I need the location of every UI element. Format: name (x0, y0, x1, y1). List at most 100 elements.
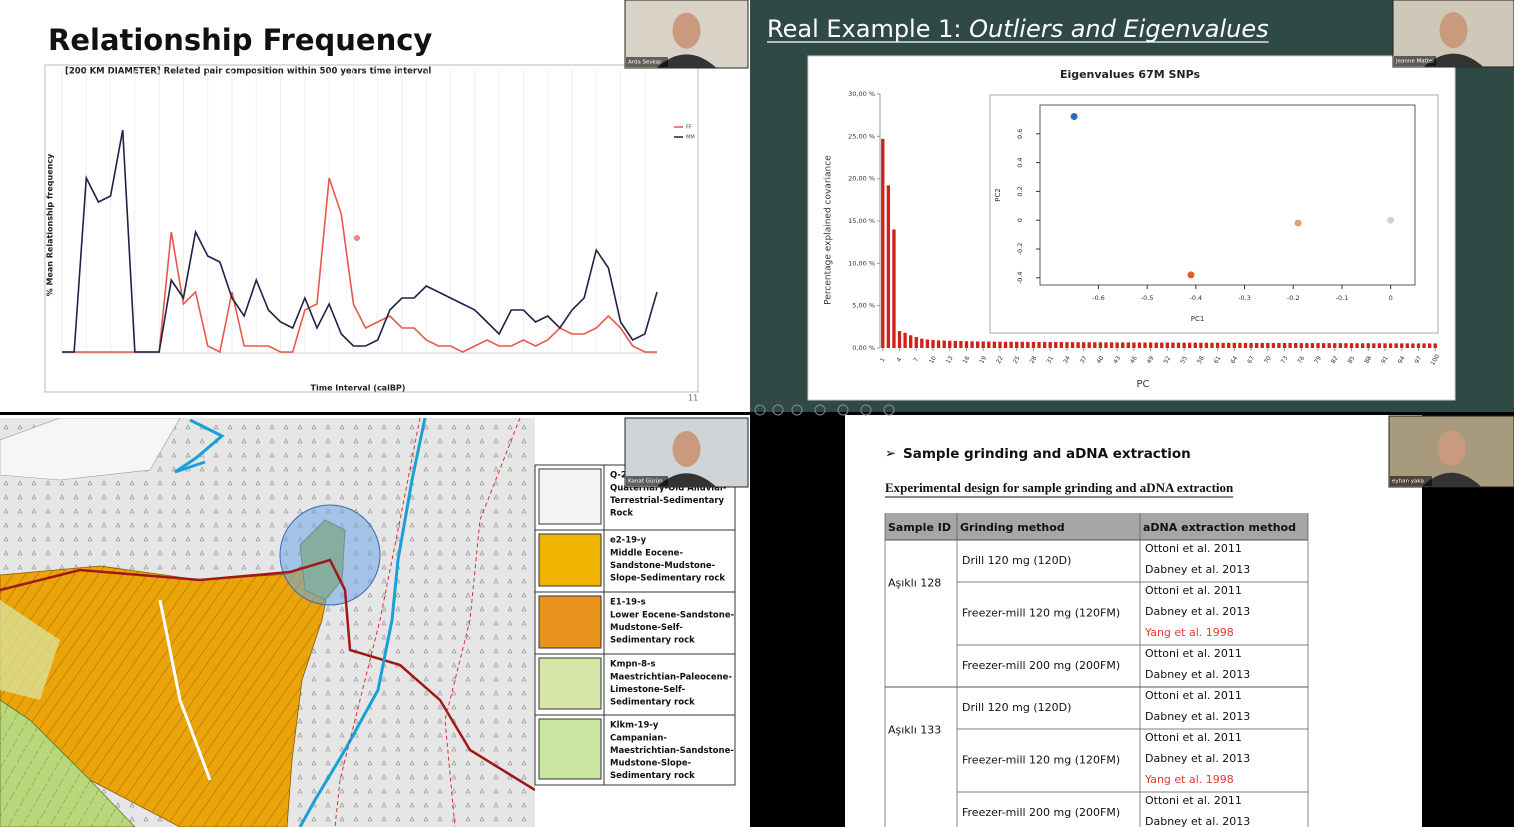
legend-code: Q-2 (610, 471, 627, 481)
extraction-method: Dabney et al. 2013 (1145, 563, 1250, 576)
document-slide (845, 415, 1422, 827)
legend-text: Sedimentary rock (610, 771, 695, 781)
y-tick-label: 30,00 % (848, 90, 875, 98)
name-bg (626, 57, 668, 67)
bar (942, 340, 946, 348)
participant-body (1423, 53, 1484, 67)
bar (1316, 343, 1320, 348)
bar (964, 341, 969, 348)
x-tick-label: 52 (1162, 355, 1172, 365)
x-tick-label: 46 (1129, 355, 1139, 365)
bar (1238, 342, 1242, 348)
geologic-map (0, 418, 535, 827)
participant-name: Arda Sevkar (628, 60, 662, 66)
participant-face (1439, 12, 1468, 49)
x-tick-label: 88 (1363, 355, 1373, 365)
bar (1372, 343, 1376, 348)
x-tick-label: 25 (1012, 355, 1022, 365)
bar (909, 335, 913, 348)
bar (1054, 342, 1058, 348)
bar (1026, 341, 1030, 348)
bar (1260, 342, 1264, 348)
bar (1366, 343, 1370, 348)
y-tick-label: 5,00 % (852, 302, 875, 310)
x-tick-label: 79 (1313, 355, 1323, 365)
x-axis-label: Time Interval (calBP) (311, 384, 406, 393)
participant-face (672, 12, 701, 49)
legend-text: Sedimentary rock (610, 636, 695, 646)
extraction-method: Ottoni et al. 2011 (1145, 794, 1242, 807)
bar (931, 339, 935, 348)
bar (1422, 343, 1426, 348)
x-tick-label: -0.6 (1092, 294, 1105, 302)
bar (1360, 343, 1365, 348)
bar (1271, 343, 1276, 348)
x-tick-label: 67 (1246, 355, 1256, 365)
bar (1115, 342, 1119, 348)
extraction-method: Yang et al. 1998 (1144, 626, 1234, 639)
page-number: 11 (688, 394, 698, 403)
bar (1383, 343, 1387, 348)
bar (1015, 341, 1019, 348)
scatter-point (1070, 113, 1078, 121)
legend-text: Quaternary-Old Alluvial- (610, 484, 727, 494)
legend-text: Sandstone-Mudstone- (610, 561, 716, 571)
sample-id: Aşıklı 128 (888, 577, 941, 590)
extraction-method: Dabney et al. 2013 (1145, 605, 1250, 618)
participant-name: Kanat Gürün (628, 479, 663, 485)
x-tick-label: 82 (1330, 355, 1340, 365)
y-axis-label: Percentage explained covariance (824, 155, 834, 305)
y-axis-label: % Mean Relationship frequency (46, 153, 55, 296)
legend-code: Klkm-19-y (610, 721, 659, 731)
bar (1160, 342, 1164, 348)
table-header: Grinding method (960, 521, 1065, 534)
line-series (62, 177, 657, 354)
participant-face (1437, 429, 1466, 466)
scatter-point (1387, 216, 1395, 224)
x-tick-label: 100 (1429, 353, 1441, 367)
bar (1176, 342, 1181, 348)
extraction-method: Dabney et al. 2013 (1145, 710, 1250, 723)
slide-toolbar[interactable] (754, 404, 895, 416)
participant-name: Jeanne Mattei (1395, 59, 1434, 65)
x-tick-label: 28 (1029, 355, 1039, 365)
slide-title: Relationship Frequency (48, 23, 432, 57)
sample-id: Aşıklı 133 (888, 724, 941, 737)
doc-heading: Sample grinding and aDNA extraction (903, 446, 1191, 462)
extraction-method: Yang et al. 1998 (1144, 773, 1234, 786)
bar (1126, 342, 1130, 348)
x-tick-label: 40 (1095, 355, 1105, 365)
legend-text: Mudstone-Self- (610, 623, 683, 633)
legend-code: e2-19-y (610, 536, 647, 546)
legend-swatch (538, 595, 602, 649)
bar (987, 341, 991, 348)
bar (914, 336, 918, 348)
extraction-method: Ottoni et al. 2011 (1145, 647, 1242, 660)
bar (970, 341, 974, 348)
bar (1411, 343, 1415, 348)
bar (1221, 342, 1225, 348)
extraction-method: Ottoni et al. 2011 (1145, 584, 1242, 597)
bar (1048, 342, 1052, 348)
x-tick-label: 61 (1213, 355, 1223, 365)
table-header-bg (885, 513, 1308, 540)
plot-box (1039, 104, 1416, 286)
extraction-method: Dabney et al. 2013 (1145, 815, 1250, 827)
x-tick-label: 94 (1397, 355, 1407, 365)
bar (1333, 343, 1337, 348)
x-tick-label: 97 (1414, 355, 1424, 365)
extraction-method: Dabney et al. 2013 (1145, 668, 1250, 681)
y-tick-label: 25,00 % (848, 132, 875, 140)
bar (1427, 343, 1432, 348)
x-tick-label: -0.3 (1238, 294, 1251, 302)
grinding-method: Freezer-mill 120 mg (120FM) (962, 754, 1120, 767)
bar (1377, 343, 1382, 348)
bar (903, 332, 907, 348)
bar (1405, 343, 1409, 348)
name-bg (1390, 476, 1432, 486)
bar (1059, 342, 1064, 348)
bar (1355, 343, 1359, 348)
bar (1037, 341, 1041, 348)
bar (1109, 342, 1114, 348)
x-tick-label: 37 (1079, 355, 1089, 365)
